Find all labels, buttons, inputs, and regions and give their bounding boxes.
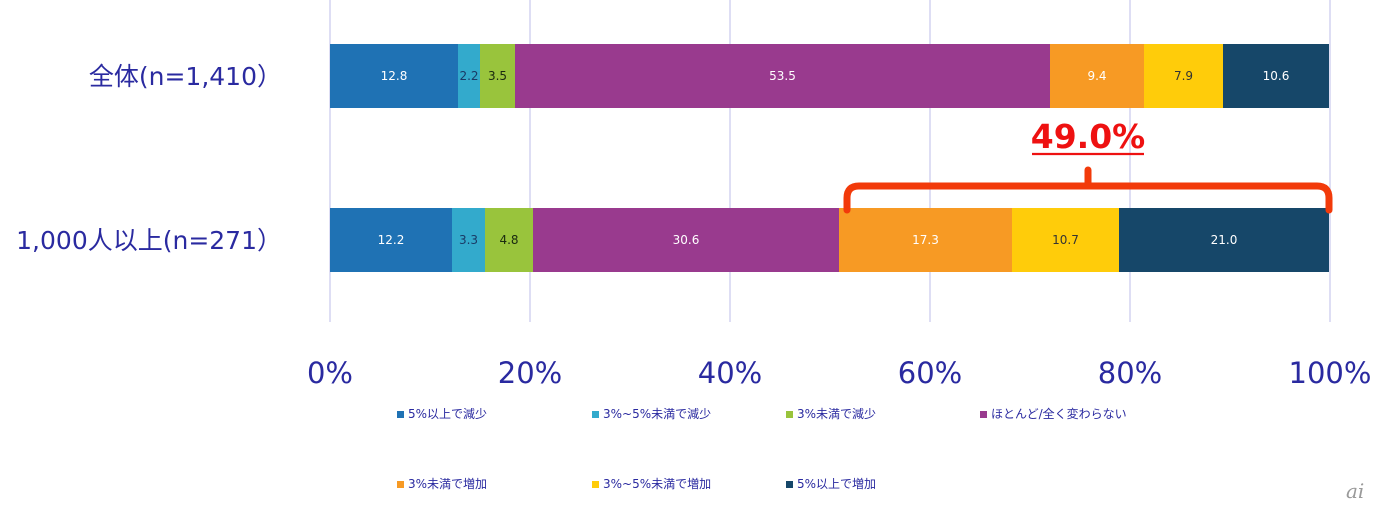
legend-label: 3%~5%未満で増加 [603, 477, 711, 491]
bar-value-label: 10.7 [1052, 233, 1079, 247]
bar-segment [515, 44, 1050, 108]
bar-segment [1119, 208, 1329, 272]
legend-swatch [397, 411, 404, 418]
callout-bracket [843, 166, 1333, 214]
legend-swatch [786, 411, 793, 418]
bar-value-label: 3.3 [459, 233, 478, 247]
callout-annotation: 49.0% [843, 117, 1333, 214]
bar-value-label: 12.8 [381, 69, 408, 83]
x-tick-label: 0% [307, 356, 353, 390]
legend-swatch [397, 481, 404, 488]
x-tick-label: 100% [1289, 356, 1372, 390]
bar-value-label: 17.3 [912, 233, 939, 247]
bar-segment [533, 208, 839, 272]
bar-segment [485, 208, 533, 272]
bar-value-label: 4.8 [499, 233, 518, 247]
legend-swatch [592, 481, 599, 488]
bar-value-label: 53.5 [769, 69, 796, 83]
legend-label: ほとんど/全く変わらない [991, 406, 1127, 421]
bar-segment [1223, 44, 1329, 108]
x-tick-label: 60% [898, 356, 962, 390]
bar-value-label: 7.9 [1174, 69, 1193, 83]
x-tick-label: 40% [698, 356, 762, 390]
callout-label: 49.0% [1031, 117, 1146, 156]
bar-segment [1012, 208, 1119, 272]
bar-value-label: 3.5 [488, 69, 507, 83]
legend-label: 5%以上で減少 [408, 406, 487, 421]
bar-segment [480, 44, 515, 108]
legend-label: 3%~5%未満で減少 [603, 406, 711, 421]
bar-value-label: 10.6 [1263, 69, 1290, 83]
bar-segment [330, 44, 458, 108]
bar-value-label: 21.0 [1211, 233, 1238, 247]
x-tick-label: 20% [498, 356, 562, 390]
x-axis-tick-labels: 0% 20% 40% 60% 80% 100% [307, 356, 1371, 390]
bar-segment [839, 208, 1012, 272]
legend-label: 3%未満で増加 [408, 477, 487, 491]
legend-swatch [980, 411, 987, 418]
bar-value-label: 12.2 [378, 233, 405, 247]
bar-value-label: 9.4 [1087, 69, 1106, 83]
bar-segments [330, 44, 1329, 272]
bar-segment [452, 208, 485, 272]
legend-swatch [786, 481, 793, 488]
bar-segment [458, 44, 480, 108]
bar-segment [330, 208, 452, 272]
category-labels: 全体(n=1,410） 1,000人以上(n=271） [16, 62, 282, 255]
legend: 5%以上で減少 3%~5%未満で減少 3%未満で減少 ほとんど/全く変わらない 3%未満… [397, 406, 1127, 491]
bar-value-label: 30.6 [673, 233, 700, 247]
watermark-logo: ai [1346, 479, 1364, 503]
legend-label: 5%以上で増加 [797, 477, 876, 491]
x-tick-label: 80% [1098, 356, 1162, 390]
bar-segment [1144, 44, 1223, 108]
bar-value-labels: 12.8 2.2 3.5 53.5 9.4 7.9 10.6 12.2 3.3 4.8 30.6 17… [378, 69, 1290, 247]
bar-segment [1050, 44, 1144, 108]
bar-value-label: 2.2 [459, 69, 478, 83]
category-label: 1,000人以上(n=271） [16, 226, 282, 255]
legend-label: 3%未満で減少 [797, 406, 876, 421]
legend-swatch [592, 411, 599, 418]
category-label: 全体(n=1,410） [89, 62, 282, 91]
